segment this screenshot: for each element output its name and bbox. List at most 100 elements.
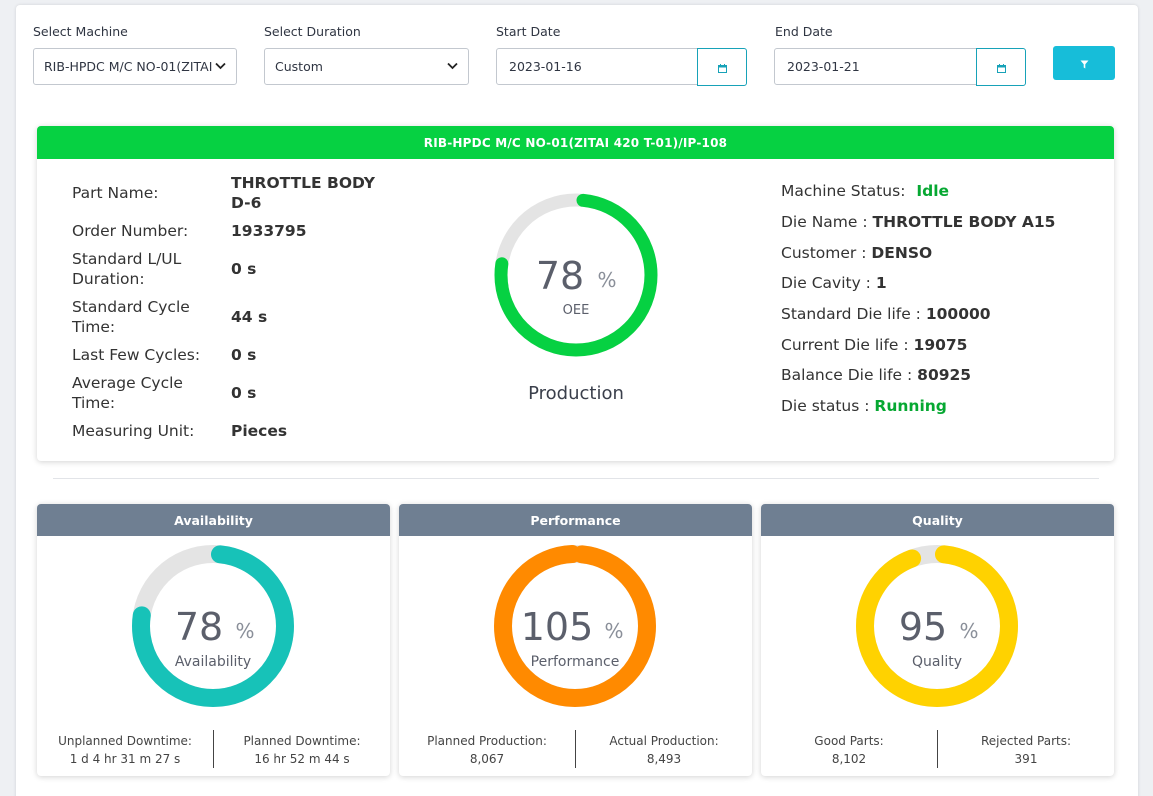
die-name-value: THROTTLE BODY A15	[872, 213, 1056, 231]
planned-production-value: 8,067	[469, 752, 505, 766]
availability-percent-sign: %	[235, 619, 254, 643]
performance-gauge-arc	[494, 545, 656, 707]
planned-production-label: Planned Production:	[427, 734, 547, 748]
die-status-value: Running	[874, 397, 947, 415]
customer-value: DENSO	[871, 244, 933, 262]
chevron-down-icon	[215, 60, 226, 73]
performance-label: Performance	[531, 654, 620, 670]
good-parts-value: 8,102	[831, 752, 867, 766]
duration-select[interactable]: Custom	[264, 48, 469, 85]
std-cycle-label-line1: Standard Cycle	[72, 298, 190, 316]
production-label: Production	[528, 383, 624, 404]
std-die-life-value: 100000	[925, 305, 991, 323]
planned-downtime-label: Planned Downtime:	[243, 734, 361, 748]
std-die-life-label: Standard Die life :	[781, 305, 921, 323]
performance-percent-sign: %	[604, 619, 623, 643]
good-parts-stat: Good Parts: 8,102	[761, 732, 937, 768]
end-date-input[interactable]: 2023-01-21	[774, 48, 977, 85]
availability-gauge: 78 % Availability	[132, 545, 294, 707]
balance-die-life-label: Balance Die life :	[781, 366, 913, 384]
machine-summary-card: RIB-HPDC M/C NO-01(ZITAI 420 T-01)/IP-10…	[37, 126, 1114, 461]
section-divider	[53, 478, 1099, 479]
std-lul-value: 0 s	[231, 260, 257, 278]
rejected-parts-label: Rejected Parts:	[981, 734, 1071, 748]
balance-die-life-line: Balance Die life : 80925	[781, 365, 971, 385]
quality-label: Quality	[912, 654, 962, 670]
die-status-line: Die status : Running	[781, 396, 947, 416]
end-date-calendar-button[interactable]	[976, 48, 1026, 86]
rejected-parts-stat: Rejected Parts: 391	[938, 732, 1114, 768]
die-cavity-label: Die Cavity :	[781, 274, 871, 292]
availability-value: 78	[175, 605, 223, 649]
stat-separator	[213, 730, 214, 768]
good-parts-label: Good Parts:	[814, 734, 884, 748]
select-duration-label: Select Duration	[264, 24, 361, 39]
start-date-calendar-button[interactable]	[697, 48, 747, 86]
availability-card-title: Availability	[37, 504, 390, 536]
part-name-value-line2: D-6	[231, 194, 262, 212]
select-machine-label: Select Machine	[33, 24, 128, 39]
quality-gauge: 95 % Quality	[856, 545, 1018, 707]
die-cavity-line: Die Cavity : 1	[781, 273, 887, 293]
balance-die-life-value: 80925	[917, 366, 972, 384]
std-cycle-label-line2: Time:	[72, 318, 116, 336]
oee-label: OEE	[563, 303, 590, 318]
last-cycles-value: 0 s	[231, 346, 257, 364]
performance-card-title: Performance	[399, 504, 752, 536]
machine-status-line: Machine Status: Idle	[781, 181, 949, 201]
actual-production-stat: Actual Production: 8,493	[576, 732, 752, 768]
last-cycles-label: Last Few Cycles:	[72, 346, 201, 364]
oee-gauge-arc	[494, 193, 658, 357]
customer-line: Customer : DENSO	[781, 243, 932, 263]
apply-filter-button[interactable]	[1053, 46, 1115, 80]
start-date-label: Start Date	[496, 24, 561, 39]
planned-downtime-stat: Planned Downtime: 16 hr 52 m 44 s	[214, 732, 390, 768]
calendar-icon	[717, 58, 727, 77]
availability-gauge-arc	[132, 545, 294, 707]
end-date-label: End Date	[775, 24, 833, 39]
avg-cycle-label-line2: Time:	[72, 394, 116, 412]
measuring-unit-value: Pieces	[231, 422, 288, 440]
avg-cycle-value: 0 s	[231, 384, 257, 402]
performance-gauge: 105 % Performance	[494, 545, 656, 707]
die-status-label: Die status :	[781, 397, 870, 415]
customer-label: Customer :	[781, 244, 867, 262]
calendar-icon	[996, 58, 1006, 77]
unplanned-downtime-label: Unplanned Downtime:	[58, 734, 192, 748]
machine-select[interactable]: RIB-HPDC M/C NO-01(ZITAI	[33, 48, 237, 85]
filter-icon	[1080, 54, 1089, 73]
start-date-input[interactable]: 2023-01-16	[496, 48, 698, 85]
die-cavity-value: 1	[875, 274, 887, 292]
stat-separator	[575, 730, 576, 768]
availability-card: Availability 78 % Availability Unplanned…	[37, 504, 390, 776]
oee-percent-sign: %	[597, 268, 616, 292]
avg-cycle-label-line1: Average Cycle	[72, 374, 183, 392]
actual-production-label: Actual Production:	[609, 734, 719, 748]
machine-status-label: Machine Status:	[781, 182, 906, 200]
quality-value: 95	[899, 605, 947, 649]
measuring-unit-label: Measuring Unit:	[72, 422, 195, 440]
oee-value: 78	[536, 254, 584, 298]
duration-select-value: Custom	[275, 59, 323, 74]
std-cycle-value: 44 s	[231, 308, 268, 326]
machine-status-value: Idle	[916, 182, 950, 200]
rejected-parts-value: 391	[1014, 752, 1038, 766]
unplanned-downtime-stat: Unplanned Downtime: 1 d 4 hr 31 m 27 s	[37, 732, 213, 768]
current-die-life-line: Current Die life : 19075	[781, 335, 967, 355]
order-number-label: Order Number:	[72, 222, 189, 240]
std-lul-label-line2: Duration:	[72, 270, 145, 288]
stat-separator	[937, 730, 938, 768]
performance-value: 105	[521, 605, 594, 649]
actual-production-value: 8,493	[646, 752, 682, 766]
part-name-label: Part Name:	[72, 184, 159, 202]
order-number-value: 1933795	[231, 222, 307, 240]
part-name-value-line1: THROTTLE BODY	[231, 174, 375, 192]
die-name-line: Die Name : THROTTLE BODY A15	[781, 212, 1055, 232]
quality-gauge-arc	[856, 545, 1018, 707]
availability-label: Availability	[175, 654, 251, 670]
planned-downtime-value: 16 hr 52 m 44 s	[254, 752, 350, 766]
quality-card: Quality 95 % Quality Good Parts: 8,102 R…	[761, 504, 1114, 776]
std-lul-label-line1: Standard L/UL	[72, 250, 182, 268]
current-die-life-value: 19075	[913, 336, 968, 354]
std-die-life-line: Standard Die life : 100000	[781, 304, 991, 324]
